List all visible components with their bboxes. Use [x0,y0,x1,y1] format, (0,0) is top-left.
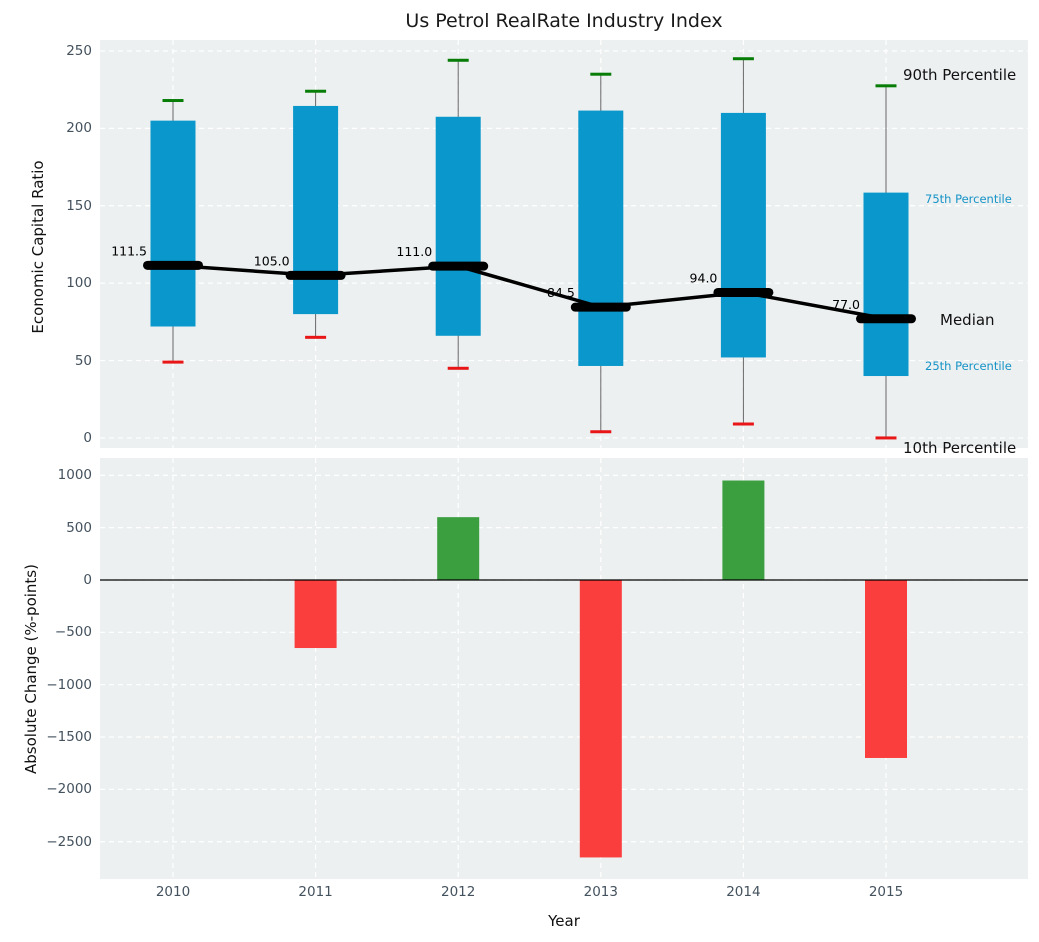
p90-cap [305,90,326,93]
chart-title: Us Petrol RealRate Industry Index [100,10,1028,32]
p10-cap [448,367,469,370]
p90-cap [876,84,897,87]
top-axes-percentile-chart: 111.5 105.0 111.0 84.5 94.0 77.0 [100,40,1028,448]
p10-cap [305,336,326,339]
median-value-label: 111.0 [396,244,432,259]
x-tick-label: 2013 [561,884,641,900]
median-marker [286,271,346,280]
annotation-75th-percentile: 75th Percentile [925,192,1012,206]
top-y-axis-label: Economic Capital Ratio [29,147,47,347]
bottom-axes-change-chart [100,458,1028,879]
negative-change-bar [865,580,907,758]
median-value-label: 105.0 [254,253,290,268]
bottom-y-tick-label: −1500 [22,729,92,745]
bottom-y-tick-label: −1000 [22,677,92,693]
negative-change-bar [580,580,622,857]
median-marker [856,314,916,323]
bottom-y-tick-label: −2000 [22,781,92,797]
x-tick-label: 2010 [133,884,213,900]
bottom-y-tick-label: 500 [22,520,92,536]
change-chart-canvas [100,458,1028,879]
p90-cap [733,57,754,60]
annotation-25th-percentile: 25th Percentile [925,359,1012,373]
x-tick-label: 2011 [276,884,356,900]
iqr-bar [864,193,909,376]
iqr-bar [578,111,623,366]
median-marker [571,303,631,312]
p10-cap [733,423,754,426]
top-y-tick-label: 50 [22,353,92,369]
iqr-bar [151,121,196,327]
top-y-tick-label: 250 [22,43,92,59]
top-y-tick-label: 0 [22,430,92,446]
top-y-tick-label: 100 [22,275,92,291]
median-value-label: 84.5 [547,285,575,300]
positive-change-bar [722,481,764,580]
median-marker [143,261,203,270]
median-marker [428,262,488,271]
median-value-label: 94.0 [690,270,718,285]
median-marker [713,288,773,297]
p10-cap [590,430,611,433]
bottom-y-tick-label: −500 [22,624,92,640]
x-tick-label: 2014 [703,884,783,900]
iqr-bar [721,113,766,358]
bottom-y-axis-label: Absolute Change (%-points) [22,559,40,779]
bottom-y-tick-label: 1000 [22,467,92,483]
p10-cap [163,361,184,364]
annotation-10th-percentile: 10th Percentile [903,439,1016,457]
iqr-bar [436,117,481,336]
bottom-y-tick-label: −2500 [22,834,92,850]
percentile-chart-canvas: 111.5 105.0 111.0 84.5 94.0 77.0 [100,40,1028,448]
positive-change-bar [437,517,479,580]
top-y-tick-label: 150 [22,198,92,214]
median-value-label: 111.5 [111,243,147,258]
x-tick-label: 2015 [846,884,926,900]
annotation-median: Median [940,311,995,329]
p10-cap [876,436,897,439]
figure: Us Petrol RealRate Industry Index 111.51… [0,0,1039,942]
bottom-y-tick-label: 0 [22,572,92,588]
p90-cap [448,59,469,62]
x-tick-label: 2012 [418,884,498,900]
p90-cap [590,73,611,76]
median-value-label: 77.0 [832,297,860,312]
negative-change-bar [295,580,337,648]
top-y-tick-label: 200 [22,120,92,136]
median-trend-line [173,265,886,318]
x-axis-label: Year [100,912,1028,930]
p90-cap [163,99,184,102]
annotation-90th-percentile: 90th Percentile [903,66,1016,84]
iqr-bar [293,106,338,314]
